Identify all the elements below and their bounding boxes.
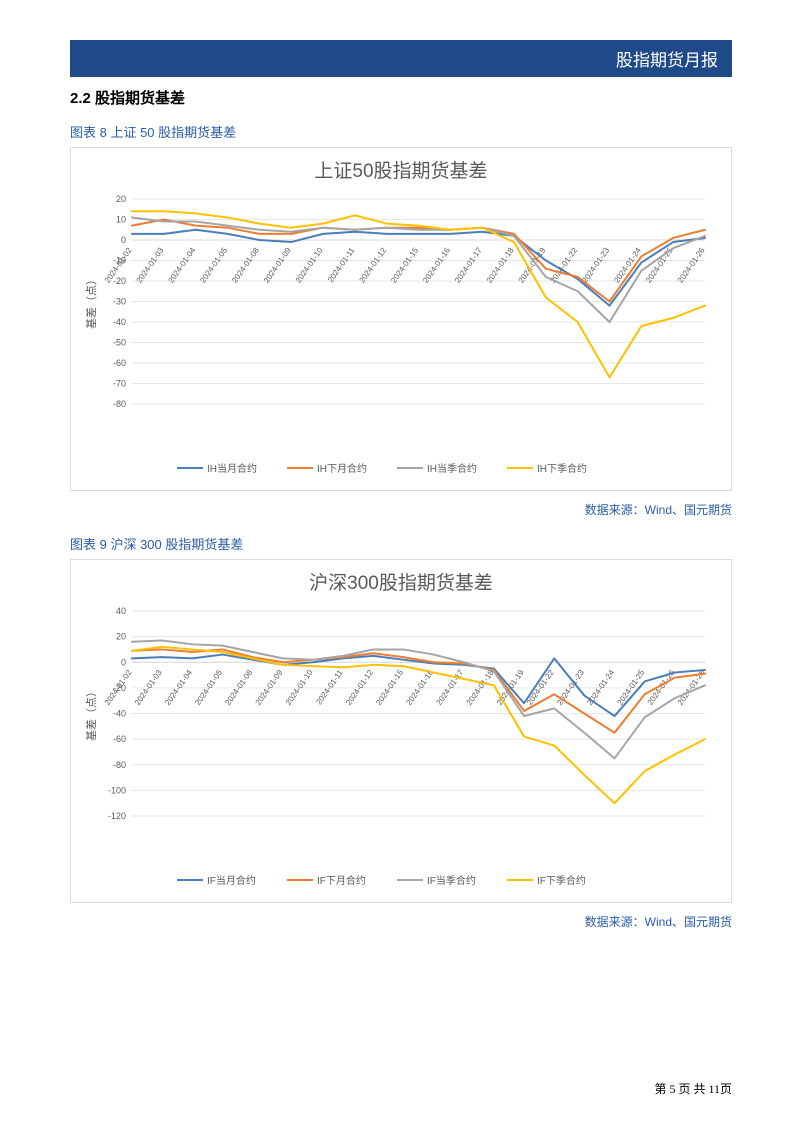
svg-text:2024-01-02: 2024-01-02: [103, 668, 134, 707]
svg-text:基差（点）: 基差（点）: [84, 686, 98, 741]
svg-text:40: 40: [116, 606, 126, 616]
svg-text:2024-01-04: 2024-01-04: [163, 668, 194, 707]
svg-text:2024-01-10: 2024-01-10: [284, 668, 315, 707]
chart8-svg: -80-70-60-50-40-30-20-10010202024-01-022…: [77, 189, 717, 484]
svg-text:IF当季合约: IF当季合约: [427, 874, 476, 887]
svg-text:2024-01-09: 2024-01-09: [254, 668, 285, 707]
svg-text:IF下季合约: IF下季合约: [537, 874, 586, 887]
svg-text:2024-01-11: 2024-01-11: [314, 668, 345, 707]
svg-text:2024-01-24: 2024-01-24: [585, 668, 616, 707]
svg-text:-100: -100: [108, 785, 126, 795]
svg-text:IH当月合约: IH当月合约: [207, 462, 257, 475]
svg-text:-80: -80: [113, 760, 126, 770]
svg-text:2024-01-16: 2024-01-16: [404, 668, 435, 707]
chart9-title: 沪深300股指期货基差: [77, 568, 725, 595]
svg-text:2024-01-23: 2024-01-23: [580, 246, 611, 285]
svg-text:2024-01-10: 2024-01-10: [294, 246, 325, 285]
svg-text:2024-01-12: 2024-01-12: [344, 668, 375, 707]
svg-text:-40: -40: [113, 317, 126, 327]
svg-text:2024-01-23: 2024-01-23: [555, 668, 586, 707]
page-footer: 第 5 页 共 11页: [654, 1080, 732, 1097]
svg-text:IH下季合约: IH下季合约: [537, 462, 587, 475]
svg-text:-70: -70: [113, 379, 126, 389]
svg-text:20: 20: [116, 632, 126, 642]
svg-text:2024-01-04: 2024-01-04: [166, 246, 197, 285]
svg-text:IH下月合约: IH下月合约: [317, 462, 367, 475]
svg-text:0: 0: [121, 657, 126, 667]
chart8-source: 数据来源：Wind、国元期货: [70, 501, 732, 518]
svg-text:2024-01-08: 2024-01-08: [223, 668, 254, 707]
svg-text:-120: -120: [108, 811, 126, 821]
svg-text:2024-01-03: 2024-01-03: [135, 246, 166, 285]
section-number: 2.2: [70, 90, 91, 107]
svg-text:2024-01-09: 2024-01-09: [262, 246, 293, 285]
svg-text:2024-01-25: 2024-01-25: [615, 668, 646, 707]
svg-text:0: 0: [121, 235, 126, 245]
svg-text:2024-01-15: 2024-01-15: [374, 668, 405, 707]
svg-text:IF当月合约: IF当月合约: [207, 874, 256, 887]
svg-text:2024-01-15: 2024-01-15: [389, 246, 420, 285]
svg-text:-30: -30: [113, 297, 126, 307]
chart9-caption: 图表 9 沪深 300 股指期货基差: [70, 534, 732, 553]
svg-text:2024-01-11: 2024-01-11: [326, 246, 357, 285]
svg-text:2024-01-18: 2024-01-18: [465, 668, 496, 707]
svg-text:2024-01-16: 2024-01-16: [421, 246, 452, 285]
chart8-box: 上证50股指期货基差 -80-70-60-50-40-30-20-1001020…: [70, 147, 732, 491]
svg-text:IF下月合约: IF下月合约: [317, 874, 366, 887]
section-title: 股指期货基差: [95, 90, 185, 107]
chart8-caption: 图表 8 上证 50 股指期货基差: [70, 122, 732, 141]
chart9-svg: -120-100-80-60-40-20020402024-01-022024-…: [77, 601, 717, 896]
svg-text:-40: -40: [113, 709, 126, 719]
section-heading: 2.2 股指期货基差: [70, 87, 732, 108]
svg-text:IH当季合约: IH当季合约: [427, 462, 477, 475]
svg-text:2024-01-05: 2024-01-05: [193, 668, 224, 707]
svg-text:10: 10: [116, 215, 126, 225]
svg-text:2024-01-03: 2024-01-03: [133, 668, 164, 707]
svg-text:2024-01-08: 2024-01-08: [230, 246, 261, 285]
svg-text:2024-01-05: 2024-01-05: [198, 246, 229, 285]
svg-text:-60: -60: [113, 358, 126, 368]
svg-text:2024-01-12: 2024-01-12: [357, 246, 388, 285]
chart9-box: 沪深300股指期货基差 -120-100-80-60-40-2002040202…: [70, 559, 732, 903]
svg-text:-60: -60: [113, 734, 126, 744]
svg-text:-50: -50: [113, 338, 126, 348]
chart8-title: 上证50股指期货基差: [77, 156, 725, 183]
chart9-source: 数据来源：Wind、国元期货: [70, 913, 732, 930]
svg-text:20: 20: [116, 194, 126, 204]
svg-text:2024-01-18: 2024-01-18: [485, 246, 516, 285]
report-header: 股指期货月报: [70, 40, 732, 77]
svg-text:-80: -80: [113, 399, 126, 409]
svg-text:基差（点）: 基差（点）: [84, 274, 98, 329]
svg-text:2024-01-17: 2024-01-17: [453, 246, 484, 285]
svg-text:2024-01-26: 2024-01-26: [676, 246, 707, 285]
